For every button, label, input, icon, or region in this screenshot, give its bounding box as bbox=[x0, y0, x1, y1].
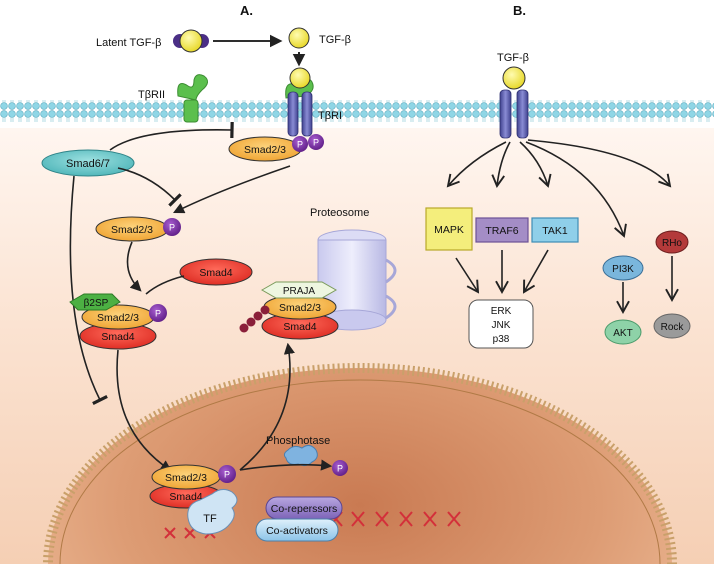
smad23-receptor-label: Smad2/3 bbox=[244, 144, 286, 156]
transcription-factor: TF bbox=[187, 488, 238, 535]
akt-label: AKT bbox=[613, 328, 632, 339]
complex-arrow-smad23 bbox=[126, 241, 142, 292]
nuclear-translocation-arrow bbox=[116, 349, 172, 472]
tgfb-label-b: TGF-β bbox=[497, 52, 529, 64]
tbrii-label: TβRII bbox=[138, 89, 165, 101]
smad4-free bbox=[179, 258, 253, 286]
p38-label: p38 bbox=[493, 334, 510, 345]
traf6-box bbox=[475, 217, 529, 243]
rho-label: RHo bbox=[662, 238, 682, 249]
phospho-receptor-1: P bbox=[292, 136, 308, 152]
p-label-free: P bbox=[169, 223, 175, 233]
rock-label: Rock bbox=[661, 322, 685, 333]
b2sp-complex: Smad4 Smad2/3 β2SP P bbox=[69, 293, 167, 350]
rock-node bbox=[653, 313, 691, 339]
tgfb-label-a: TGF-β bbox=[319, 34, 351, 46]
erk-jnk-p38-box bbox=[468, 299, 534, 349]
coactivators bbox=[255, 518, 339, 542]
tbrii-receptor bbox=[177, 74, 208, 123]
coactivators-label: Co-activators bbox=[266, 525, 328, 537]
p-label-r2: P bbox=[313, 138, 319, 148]
phosphotase bbox=[283, 444, 318, 467]
dephosphorylation-arrow bbox=[239, 459, 333, 471]
traf6-label: TRAF6 bbox=[485, 225, 518, 237]
smad4-nuclear-label: Smad4 bbox=[169, 491, 202, 503]
tgfb-ligand-b bbox=[502, 66, 526, 90]
tak1-box bbox=[531, 217, 579, 243]
nuclear-export-arrow bbox=[239, 342, 295, 471]
phosphorylation-arrow bbox=[172, 165, 291, 214]
cell-membrane bbox=[0, 100, 714, 122]
smad23-praja-label: Smad2/3 bbox=[279, 302, 321, 314]
non-smad-arrows bbox=[446, 139, 672, 238]
smad4-praja-label: Smad4 bbox=[283, 321, 316, 333]
panel-b-label: B. bbox=[513, 3, 526, 18]
mapk-label: MAPK bbox=[434, 224, 464, 236]
ubiquitin-chain bbox=[239, 305, 270, 333]
p-label-r1: P bbox=[297, 140, 303, 150]
akt-node bbox=[604, 319, 642, 345]
tf-label: TF bbox=[203, 513, 217, 525]
erk-label: ERK bbox=[491, 306, 512, 317]
b2sp-label: β2SP bbox=[84, 298, 109, 309]
smad23-phosphorylated-label: Smad2/3 bbox=[111, 224, 153, 236]
mapk-box bbox=[425, 207, 473, 251]
proteosome bbox=[317, 229, 397, 331]
tbri-label: TβRI bbox=[318, 110, 342, 122]
pi3k-node bbox=[602, 255, 644, 281]
panel-a-label: A. bbox=[240, 3, 253, 18]
smad67 bbox=[41, 149, 135, 177]
tgfb-ligand-a bbox=[288, 27, 310, 49]
phosphotase-label: Phosphotase bbox=[266, 435, 330, 447]
p-label-complex: P bbox=[155, 309, 161, 319]
smad4-free-label: Smad4 bbox=[199, 267, 232, 279]
smad23-nuclear-label: Smad2/3 bbox=[165, 472, 207, 484]
pi3k-label: PI3K bbox=[612, 264, 634, 275]
tak1-label: TAK1 bbox=[542, 225, 568, 237]
p-label-nuclear: P bbox=[224, 470, 230, 480]
p-label-released: P bbox=[337, 464, 343, 474]
proteosome-label: Proteosome bbox=[310, 207, 369, 219]
corepressors-label: Co-reperssors bbox=[271, 503, 338, 515]
phospho-free: P bbox=[163, 218, 181, 236]
smad23-complex-label: Smad2/3 bbox=[97, 312, 139, 324]
latent-tgfb-label: Latent TGF-β bbox=[96, 37, 161, 49]
smad67-inhibit-phospho bbox=[117, 167, 182, 207]
receptor-complex-b bbox=[499, 89, 529, 139]
dna-strand bbox=[164, 511, 461, 539]
released-phosphate: P bbox=[332, 460, 348, 476]
rho-node bbox=[655, 230, 689, 254]
complex-arrow-smad4 bbox=[145, 275, 185, 295]
receptor-complex-a bbox=[285, 67, 314, 137]
latent-tgfb-molecule bbox=[173, 29, 209, 53]
mapk-converge-arrows bbox=[455, 249, 549, 294]
phospho-receptor-2: P bbox=[308, 134, 324, 150]
jnk-label: JNK bbox=[492, 320, 511, 331]
praja-complex: Smad4 Smad2/3 PRAJA bbox=[260, 281, 339, 340]
smad67-label: Smad6/7 bbox=[66, 158, 110, 170]
smad4-complex-label: Smad4 bbox=[101, 331, 134, 343]
praja-label: PRAJA bbox=[283, 286, 316, 297]
smad67-inhibit-receptor bbox=[109, 121, 234, 151]
